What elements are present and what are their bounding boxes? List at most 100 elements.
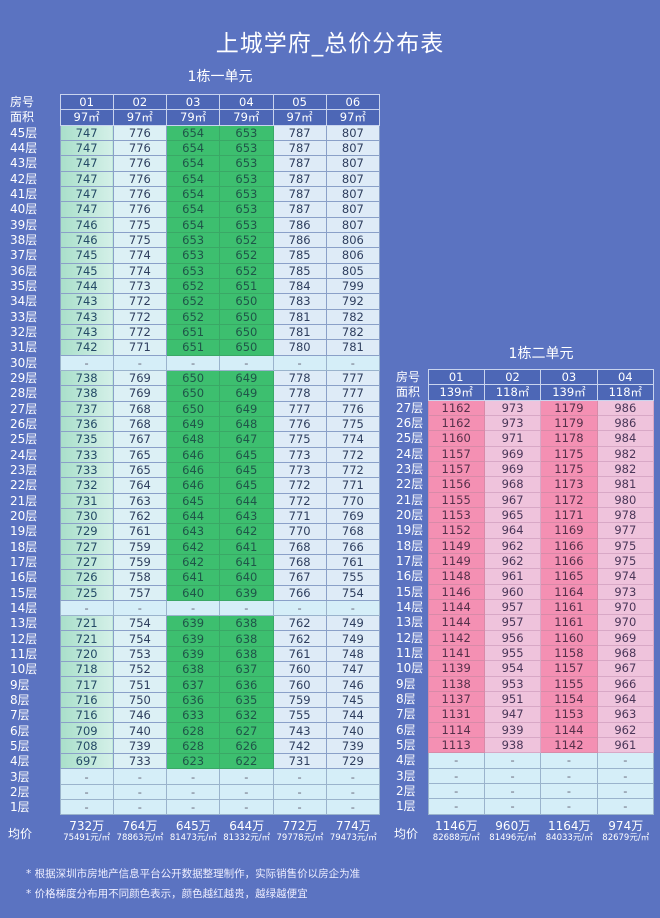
price-cell: 725 <box>59 584 114 601</box>
price-cell: 765 <box>112 461 168 479</box>
floor-row: 36层 745 774 653 652 785 805 <box>8 262 381 279</box>
price-cell: 1113 <box>427 736 485 754</box>
price-cell: - <box>219 599 274 617</box>
floor-label: 15层 <box>396 584 424 599</box>
price-cell: 785 <box>272 262 327 279</box>
average-cell: 772万 79778元/㎡ <box>273 820 326 844</box>
average-total: 1164万 <box>547 819 591 833</box>
price-cell: 1139 <box>427 660 485 677</box>
price-cell: 764 <box>112 477 168 494</box>
average-unit-price: 79473元/㎡ <box>329 833 377 843</box>
price-cell: 1162 <box>427 414 485 432</box>
price-cell: 1157 <box>427 445 485 462</box>
price-cell: 758 <box>112 569 168 586</box>
floor-row: 25层 735 767 648 647 775 774 <box>8 431 381 448</box>
price-cell: 771 <box>112 339 168 356</box>
floor-row: 33层 743 772 652 650 781 782 <box>8 308 381 325</box>
price-cell: 766 <box>325 538 381 555</box>
price-cell: 773 <box>272 446 327 463</box>
average-cell: 764万 78863元/㎡ <box>113 820 166 844</box>
price-cell: 639 <box>219 584 274 601</box>
price-cell: - <box>165 783 221 801</box>
floor-row: 16层 1148 961 1165 974 <box>394 568 655 585</box>
average-unit-price: 78863元/㎡ <box>116 833 164 843</box>
floor-label: 28层 <box>10 386 38 401</box>
price-cell: - <box>112 599 168 617</box>
unit2-title: 1栋二单元 <box>508 346 574 362</box>
price-cell: - <box>427 767 485 784</box>
floor-label: 3层 <box>396 768 416 783</box>
page-title: 上城学府_总价分布表 <box>215 31 445 57</box>
price-cell: 1178 <box>540 430 598 447</box>
price-cell: 636 <box>219 676 274 693</box>
price-cell: 652 <box>219 231 274 249</box>
price-cell: 652 <box>219 247 274 264</box>
price-cell: 749 <box>325 615 381 632</box>
price-cell: 799 <box>325 277 381 295</box>
price-cell: 947 <box>483 706 542 723</box>
price-cell: 644 <box>165 507 221 525</box>
price-cell: 761 <box>272 645 327 663</box>
price-cell: 628 <box>165 737 221 755</box>
price-cell: 745 <box>325 691 381 709</box>
average-label: 均价 <box>394 827 419 841</box>
price-cell: 651 <box>165 323 221 341</box>
price-cell: 786 <box>272 216 327 233</box>
price-cell: 785 <box>272 247 327 264</box>
floor-row: 27层 737 768 650 649 777 776 <box>8 400 381 417</box>
floor-row: 7层 1131 947 1153 963 <box>394 706 655 723</box>
floor-label: 27层 <box>10 401 38 416</box>
price-cell: 638 <box>219 630 274 647</box>
price-cell: 721 <box>59 615 114 632</box>
price-cell: 777 <box>272 400 327 417</box>
price-cell: 973 <box>596 583 655 600</box>
price-cell: - <box>325 799 381 816</box>
floor-label: 19层 <box>396 523 424 538</box>
price-cell: 774 <box>325 431 381 448</box>
price-cell: 1141 <box>427 644 485 662</box>
price-cell: 787 <box>272 155 327 172</box>
price-cell: 766 <box>272 584 327 601</box>
price-cell: 709 <box>59 722 114 739</box>
price-cell: - <box>59 799 114 816</box>
price-cell: 781 <box>272 323 327 341</box>
price-cell: 759 <box>272 691 327 709</box>
price-cell: 643 <box>165 523 221 540</box>
floor-row: 25层 1160 971 1178 984 <box>394 430 655 447</box>
floor-label: 2层 <box>10 784 30 799</box>
unit1-title: 1栋一单元 <box>187 69 253 85</box>
area-row-cell: 97㎡ <box>325 109 381 126</box>
floor-label: 6层 <box>10 723 30 738</box>
price-cell: - <box>596 752 655 769</box>
price-cell: 717 <box>59 676 114 693</box>
price-cell: - <box>272 768 327 785</box>
floor-row: 1层 - - - - <box>394 798 655 815</box>
floor-label: 17层 <box>10 555 38 569</box>
price-cell: 653 <box>219 216 274 233</box>
floor-label: 18层 <box>10 539 38 554</box>
unit1-average-row: 均价 732万 75491元/㎡ 764万 78863元/㎡ 645万 81473元/㎡ 64… <box>8 820 380 844</box>
floor-row: 21层 1155 967 1172 980 <box>394 491 655 508</box>
price-cell: 752 <box>112 661 168 678</box>
floor-row: 18层 727 759 642 641 768 766 <box>8 538 381 555</box>
unit2-average-row: 均价 1146万 82688元/㎡ 960万 81496元/㎡ 1164万 84033元/㎡… <box>394 820 654 844</box>
price-cell: 750 <box>112 691 168 709</box>
floor-label: 20层 <box>10 509 38 524</box>
price-cell: 759 <box>112 553 168 571</box>
price-cell: 1157 <box>540 660 598 677</box>
floor-label: 4层 <box>10 754 30 769</box>
average-unit-price: 81496元/㎡ <box>489 833 537 843</box>
price-cell: - <box>483 798 542 815</box>
price-cell: 1175 <box>540 445 598 462</box>
price-cell: - <box>325 354 381 371</box>
floor-label: 10层 <box>10 662 38 677</box>
price-cell: 645 <box>219 477 274 494</box>
price-cell: 964 <box>483 522 542 539</box>
room-number-row-cell: 03 <box>165 93 221 111</box>
price-cell: 653 <box>219 124 274 141</box>
price-cell: 762 <box>112 507 168 525</box>
price-cell: 966 <box>596 675 655 692</box>
room-number-row-cell: 01 <box>59 93 114 111</box>
price-cell: 776 <box>112 124 168 141</box>
floor-row: 9层 1138 953 1155 966 <box>394 675 655 692</box>
